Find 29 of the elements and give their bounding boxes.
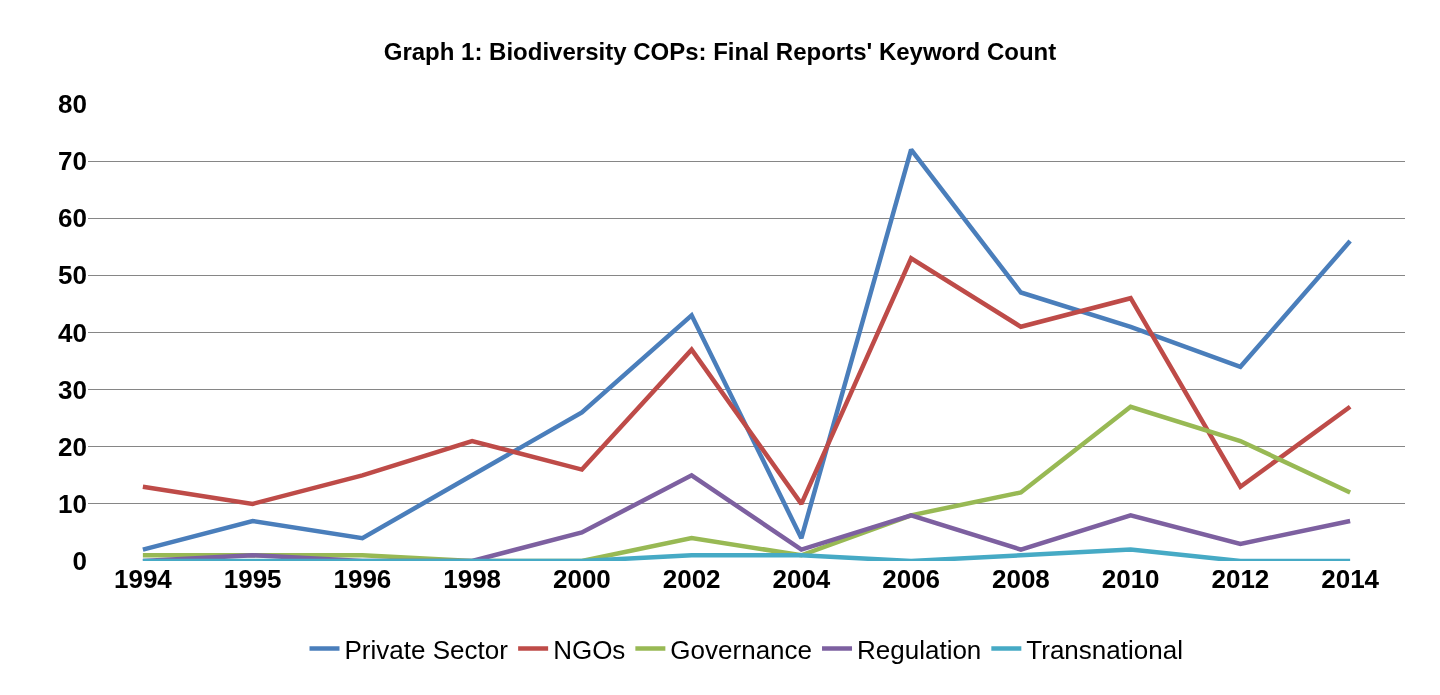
y-tick-label: 30 [58, 374, 87, 405]
x-tick-label: 1995 [223, 564, 282, 594]
legend-label: Governance [670, 634, 813, 665]
x-tick-label: 2014 [1321, 564, 1380, 594]
line-series [140, 147, 1353, 552]
legend-label: Regulation [857, 634, 982, 665]
x-tick-label: 2000 [552, 564, 611, 594]
x-tick-label: 2006 [882, 564, 941, 594]
x-tick-label: 2002 [662, 564, 721, 594]
x-tick-label: 1994 [113, 564, 173, 594]
x-tick-label: 2004 [772, 564, 831, 594]
legend-label: Private Sector [344, 634, 509, 665]
y-tick-label: 0 [72, 546, 87, 577]
legend-label: Transnational [1026, 634, 1183, 665]
line-series [140, 255, 1353, 507]
y-tick-label: 20 [58, 431, 87, 462]
legend-label: NGOs [553, 634, 626, 665]
y-tick-label: 70 [58, 146, 87, 177]
x-tick-label: 2008 [991, 564, 1050, 594]
y-tick-label: 40 [58, 317, 87, 348]
x-tick-label: 2012 [1211, 564, 1270, 594]
y-tick-label: 50 [58, 260, 87, 291]
x-tick-label: 2010 [1101, 564, 1160, 594]
chart-title: Graph 1: Biodiversity COPs: Final Reports' Keyword Count [383, 38, 1057, 66]
x-tick-label: 1998 [443, 564, 502, 594]
x-tick-label: 1996 [333, 564, 392, 594]
y-tick-label: 10 [58, 488, 87, 519]
y-tick-label: 80 [58, 89, 87, 120]
y-tick-label: 60 [58, 203, 87, 234]
